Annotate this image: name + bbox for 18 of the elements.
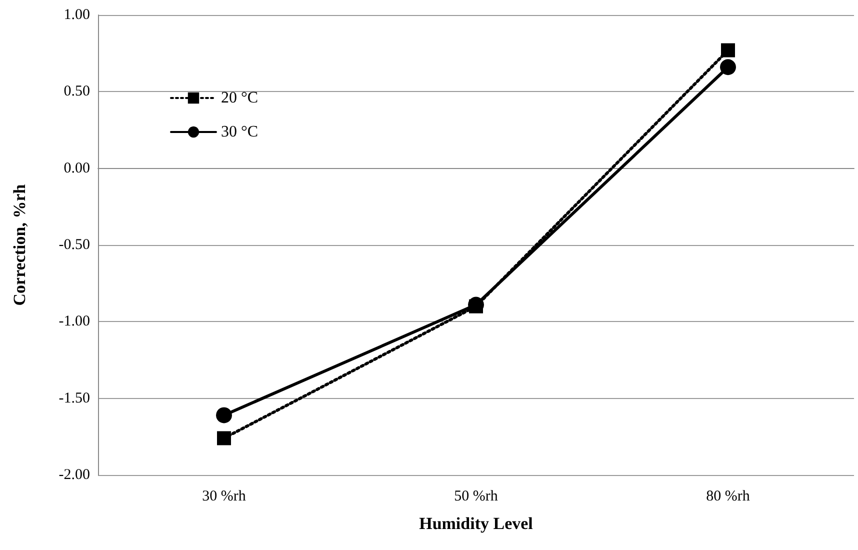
y-axis-title: Correction, %rh (10, 184, 29, 306)
x-tick-label: 30 %rh (202, 488, 246, 504)
x-tick-label: 80 %rh (706, 488, 750, 504)
y-tick-label: 0.00 (64, 160, 90, 176)
y-tick-label: 0.50 (64, 84, 90, 100)
legend-label: 30 °C (221, 124, 258, 140)
x-axis-title: Humidity Level (419, 514, 534, 533)
point (217, 431, 231, 446)
x-tick-label: 50 %rh (454, 488, 498, 504)
point (216, 407, 232, 424)
y-tick-label: -1.50 (58, 390, 90, 406)
point (720, 59, 736, 76)
y-tick-label: -1.00 (58, 314, 90, 330)
y-tick-label: -0.50 (58, 237, 90, 253)
legend-label: 20 °C (221, 90, 258, 106)
point (721, 43, 735, 58)
y-tick-label: 1.00 (64, 7, 90, 23)
y-tick-label: -2.00 (58, 467, 90, 483)
